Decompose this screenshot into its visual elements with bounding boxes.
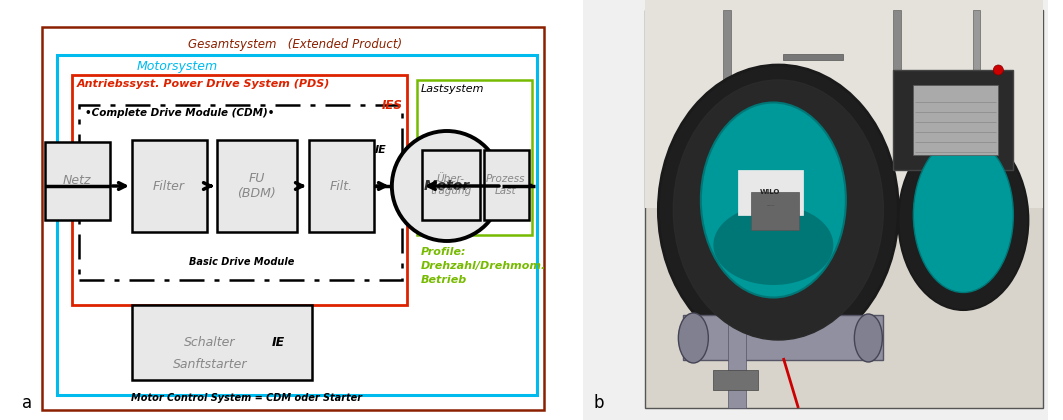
Bar [645, 0, 1044, 208]
Text: Lastsystem: Lastsystem [421, 84, 485, 94]
Bar [79, 105, 402, 280]
Bar [45, 142, 109, 220]
Ellipse shape [678, 313, 708, 363]
Bar [723, 10, 731, 80]
Bar [713, 370, 758, 390]
Bar [132, 305, 311, 380]
Ellipse shape [673, 80, 883, 340]
Bar [132, 140, 207, 232]
Bar [974, 10, 980, 80]
Text: ___: ___ [766, 202, 775, 207]
Bar [417, 80, 532, 235]
Text: Über-
tragung: Über- tragung [431, 174, 472, 196]
Text: Prozess
Last: Prozess Last [486, 174, 525, 196]
Bar [684, 315, 883, 360]
Text: Gesamtsystem   (Extended Product): Gesamtsystem (Extended Product) [188, 38, 402, 51]
Ellipse shape [658, 65, 898, 355]
Bar [783, 54, 843, 60]
Ellipse shape [898, 130, 1028, 310]
Text: IE: IE [272, 336, 285, 349]
Bar [217, 140, 297, 232]
Text: Profile:
Drehzahl/Drehmom.
Betrieb: Profile: Drehzahl/Drehmom. Betrieb [421, 247, 546, 285]
Text: Netz: Netz [63, 174, 91, 187]
Ellipse shape [701, 102, 846, 297]
Text: FU
(BDM): FU (BDM) [237, 172, 276, 200]
Text: Antriebssyst. Power Drive System (PDS): Antriebssyst. Power Drive System (PDS) [77, 79, 331, 89]
Text: Motor Control System = CDM oder Starter: Motor Control System = CDM oder Starter [132, 393, 362, 403]
Bar [728, 318, 746, 408]
Text: b: b [593, 394, 604, 412]
Text: Filter: Filter [153, 179, 185, 192]
Bar [645, 10, 1044, 408]
Bar [913, 85, 998, 155]
Bar [893, 70, 1013, 170]
Bar [739, 170, 804, 215]
Text: a: a [22, 394, 32, 412]
Text: WILO: WILO [760, 189, 780, 195]
Text: Motor: Motor [424, 179, 470, 193]
Bar [893, 10, 901, 70]
Text: Basic Drive Module: Basic Drive Module [189, 257, 294, 267]
Text: •Complete Drive Module (CDM)•: •Complete Drive Module (CDM)• [85, 108, 274, 118]
Ellipse shape [913, 137, 1013, 292]
Ellipse shape [855, 314, 882, 362]
Text: Schalter: Schalter [184, 336, 236, 349]
Text: IE: IE [375, 145, 387, 155]
Bar [309, 140, 374, 232]
Circle shape [993, 65, 1003, 75]
Text: Sanftstarter: Sanftstarter [172, 359, 247, 372]
Bar [72, 75, 407, 305]
Text: Filt.: Filt. [330, 179, 353, 192]
Text: Motorsystem: Motorsystem [136, 60, 218, 73]
Bar [752, 192, 799, 230]
Ellipse shape [713, 205, 833, 285]
Text: IES: IES [382, 99, 402, 112]
Bar [422, 150, 479, 220]
Bar [484, 150, 529, 220]
Circle shape [392, 131, 502, 241]
Bar [56, 55, 537, 395]
